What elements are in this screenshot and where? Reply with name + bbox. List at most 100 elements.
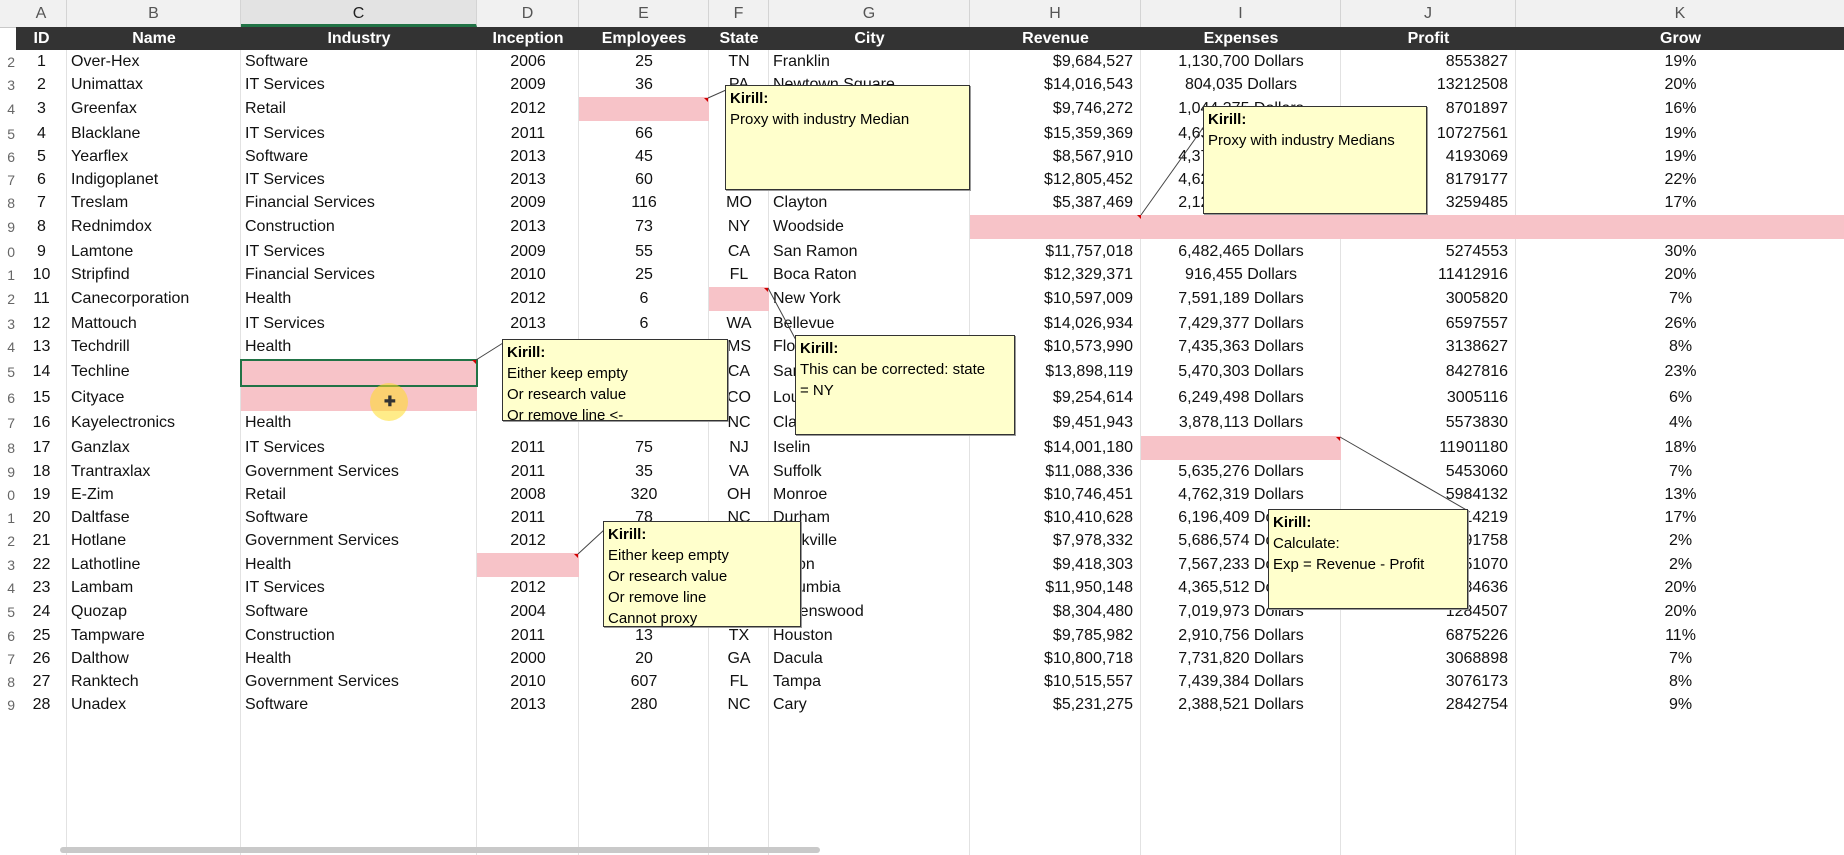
column-letter-f[interactable]: F [709,0,769,27]
cell-industry[interactable]: Health [245,290,292,307]
cell-name[interactable]: Mattouch [71,315,137,332]
cell-inception[interactable]: 2011 [510,509,546,526]
cell-profit[interactable]: 3076173 [1445,673,1508,690]
header-cell-revenue[interactable]: Revenue [1022,30,1089,47]
cell-state[interactable]: WA [726,315,752,332]
cell-revenue[interactable]: $13,898,119 [1045,363,1133,380]
cell-industry[interactable]: Software [245,509,309,526]
cell-industry[interactable]: IT Services [245,76,325,93]
cell-employees[interactable]: 13 [635,627,653,644]
cell-city[interactable]: Suffolk [773,463,822,480]
cell-grow[interactable]: 19% [1664,148,1697,165]
cell-name[interactable]: Blacklane [71,125,141,142]
cell-grow[interactable]: 18% [1664,439,1697,456]
cell-revenue[interactable]: $10,410,628 [1044,509,1133,526]
cell-grow[interactable]: 7% [1668,290,1693,307]
cell-inception[interactable]: 2006 [510,53,546,70]
cell-profit[interactable]: 3005820 [1445,290,1508,307]
cell-revenue[interactable]: $9,254,614 [1052,389,1133,406]
cell-name[interactable]: Tampware [71,627,145,644]
row-number[interactable]: 4 [7,339,15,355]
row-number[interactable]: 5 [7,364,15,380]
cell-id[interactable]: 28 [32,696,51,713]
cell-inception[interactable]: 2008 [510,486,546,503]
cell-id[interactable]: 12 [32,315,51,332]
header-cell-name[interactable]: Name [132,30,176,47]
cell-name[interactable]: Ganzlax [71,439,130,456]
cell-inception[interactable]: 2011 [510,125,546,142]
cell-expenses[interactable]: 916,455 Dollars [1184,266,1298,283]
header-cell-city[interactable]: City [854,30,885,47]
cell-inception[interactable]: 2009 [510,76,546,93]
cell-grow[interactable]: 20% [1664,76,1697,93]
cell-revenue[interactable]: $5,231,275 [1052,696,1133,713]
cell-grow[interactable]: 26% [1664,315,1697,332]
cell-grow[interactable]: 7% [1668,650,1693,667]
cell-state[interactable]: GA [727,650,751,667]
row-number[interactable]: 8 [7,674,15,690]
cell-revenue[interactable]: $10,573,990 [1044,338,1133,355]
cell-expenses[interactable]: 7,435,363 Dollars [1178,338,1304,355]
cell-revenue[interactable]: $8,567,910 [1052,148,1133,165]
cell-profit[interactable]: 3259485 [1445,194,1508,211]
cell-id[interactable]: 19 [32,486,51,503]
cell-employees[interactable]: 73 [635,218,653,235]
cell-profit[interactable]: 3005116 [1446,389,1508,406]
cell-industry[interactable]: Retail [245,100,286,117]
row-number[interactable]: 8 [7,440,15,456]
cell-employees[interactable]: 35 [635,463,653,480]
header-cell-inception[interactable]: Inception [492,30,564,47]
cell-profit[interactable]: 3068898 [1445,650,1508,667]
cell-revenue[interactable]: $5,387,469 [1052,194,1133,211]
row-number[interactable]: 5 [7,604,15,620]
cell-id[interactable]: 4 [37,125,46,142]
cell-industry[interactable]: Construction [245,218,335,235]
cell-inception[interactable]: 2009 [510,243,546,260]
cell-profit[interactable]: 8701897 [1445,100,1508,117]
cell-revenue[interactable]: $11,757,018 [1045,243,1133,260]
cell-revenue[interactable]: $9,418,303 [1052,556,1133,573]
row-number[interactable]: 1 [7,267,15,283]
cell-state[interactable]: FL [729,673,749,690]
cell-name[interactable]: Techline [71,363,130,380]
cell-revenue[interactable]: $7,978,332 [1052,532,1133,549]
cell-name[interactable]: Techdrill [71,338,130,355]
cell-profit[interactable]: 13212508 [1436,76,1508,93]
comment-note[interactable]: Kirill: Proxy with industry Median [725,85,970,190]
header-cell-profit[interactable]: Profit [1407,30,1450,47]
cell-industry[interactable]: Government Services [245,463,399,480]
cell-state[interactable]: MS [727,338,751,355]
column-letter-e[interactable]: E [579,0,709,27]
cell-revenue[interactable]: $9,451,943 [1052,414,1133,431]
row-number[interactable]: 5 [7,126,15,142]
cell-revenue[interactable]: $12,329,371 [1044,266,1133,283]
cell-profit[interactable]: 11901180 [1439,439,1508,456]
cell-name[interactable]: Indigoplanet [71,171,159,188]
cell-city[interactable]: Franklin [773,53,830,70]
cell-grow[interactable]: 20% [1664,603,1697,620]
cell-city[interactable]: Cary [773,696,807,713]
cell-industry[interactable]: IT Services [245,125,325,142]
column-letter-c[interactable]: C [241,0,477,27]
cell-employees[interactable]: 6 [639,315,649,332]
cell-id[interactable]: 11 [33,290,50,307]
cell-grow[interactable]: 4% [1668,414,1693,431]
cell-name[interactable]: Canecorporation [71,290,190,307]
cell-name[interactable]: Yearflex [71,148,129,165]
cell-name[interactable]: Treslam [71,194,129,211]
cell-id[interactable]: 1 [37,53,46,70]
cell-grow[interactable]: 8% [1668,338,1693,355]
cell-state[interactable]: CO [727,389,751,406]
cell-inception[interactable]: 2012 [510,100,546,117]
cell-inception[interactable]: 2013 [510,148,546,165]
cell-inception[interactable]: 2010 [510,673,546,690]
cell-expenses[interactable]: 7,439,384 Dollars [1178,673,1304,690]
cell-name[interactable]: Lamtone [71,243,134,260]
comment-note[interactable]: Kirill: Proxy with industry Medians [1203,106,1427,214]
cell-grow[interactable]: 20% [1664,579,1697,596]
cell-employees[interactable]: 25 [635,53,653,70]
cell-revenue[interactable]: $9,746,272 [1052,100,1133,117]
cell-city[interactable]: Dacula [773,650,823,667]
column-letter-k[interactable]: K [1516,0,1844,27]
cell-grow[interactable]: 22% [1664,171,1697,188]
